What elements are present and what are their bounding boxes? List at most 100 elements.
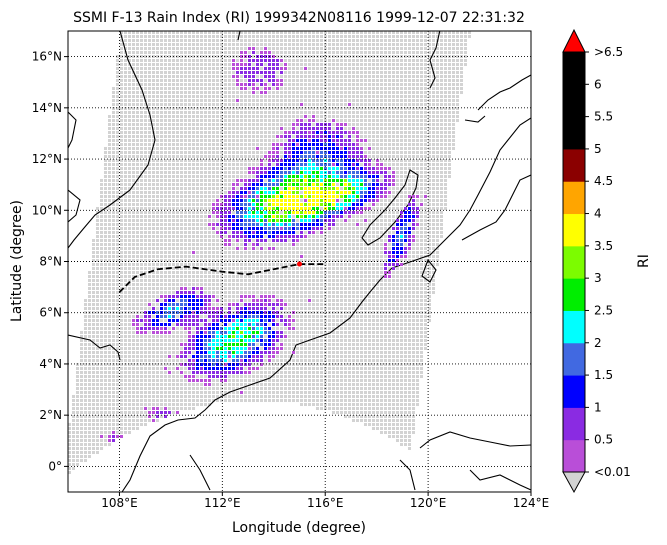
swath-pixel: [432, 31, 435, 34]
swath-pixel: [288, 119, 291, 122]
swath-pixel: [224, 191, 227, 194]
swath-pixel: [396, 151, 399, 154]
swath-pixel: [224, 47, 227, 50]
swath-pixel: [348, 123, 351, 126]
swath-pixel: [400, 187, 403, 190]
swath-pixel: [224, 255, 227, 258]
swath-pixel: [108, 131, 111, 134]
swath-pixel: [456, 119, 459, 122]
swath-pixel: [392, 75, 395, 78]
swath-pixel: [320, 115, 323, 118]
swath-pixel: [332, 95, 335, 98]
swath-pixel: [344, 115, 347, 118]
swath-pixel: [268, 103, 271, 106]
swath-pixel: [108, 163, 111, 166]
swath-pixel: [204, 147, 207, 150]
swath-pixel: [404, 139, 407, 142]
swath-pixel: [404, 115, 407, 118]
swath-pixel: [380, 99, 383, 102]
swath-pixel: [204, 115, 207, 118]
swath-pixel: [360, 119, 363, 122]
swath-pixel: [332, 231, 335, 234]
swath-pixel: [408, 187, 411, 190]
swath-pixel: [224, 187, 227, 190]
swath-pixel: [420, 239, 423, 242]
swath-pixel: [140, 43, 143, 46]
swath-pixel: [244, 115, 247, 118]
swath-pixel: [192, 135, 195, 138]
swath-pixel: [276, 123, 279, 126]
swath-pixel: [136, 99, 139, 102]
swath-pixel: [224, 87, 227, 90]
swath-pixel: [120, 155, 123, 158]
swath-pixel: [104, 167, 107, 170]
swath-pixel: [464, 59, 467, 62]
swath-pixel: [420, 147, 423, 150]
swath-pixel: [300, 75, 303, 78]
swath-pixel: [416, 199, 419, 202]
swath-pixel: [132, 103, 135, 106]
swath-pixel: [168, 91, 171, 94]
swath-pixel: [240, 43, 243, 46]
swath-pixel: [324, 103, 327, 106]
swath-pixel: [288, 39, 291, 42]
swath-pixel: [196, 219, 199, 222]
swath-pixel: [208, 219, 211, 222]
swath-pixel: [184, 235, 187, 238]
swath-pixel: [132, 43, 135, 46]
swath-pixel: [432, 207, 435, 210]
swath-pixel: [236, 111, 239, 114]
swath-pixel: [308, 71, 311, 74]
swath-pixel: [108, 119, 111, 122]
swath-pixel: [412, 147, 415, 150]
swath-pixel: [276, 251, 279, 254]
swath-pixel: [432, 215, 435, 218]
swath-pixel: [240, 139, 243, 142]
swath-pixel: [100, 243, 103, 246]
swath-pixel: [140, 131, 143, 134]
swath-pixel: [280, 43, 283, 46]
swath-pixel: [112, 143, 115, 146]
swath-pixel: [404, 147, 407, 150]
swath-pixel: [404, 83, 407, 86]
swath-pixel: [108, 259, 111, 262]
swath-pixel: [104, 231, 107, 234]
swath-pixel: [244, 39, 247, 42]
swath-pixel: [196, 143, 199, 146]
swath-pixel: [112, 191, 115, 194]
swath-pixel: [164, 195, 167, 198]
swath-pixel: [160, 83, 163, 86]
swath-pixel: [384, 163, 387, 166]
swath-pixel: [404, 31, 407, 34]
swath-pixel: [188, 231, 191, 234]
swath-pixel: [432, 111, 435, 114]
swath-pixel: [408, 223, 411, 226]
swath-pixel: [384, 147, 387, 150]
swath-pixel: [160, 219, 163, 222]
swath-pixel: [176, 127, 179, 130]
swath-pixel: [196, 223, 199, 226]
swath-pixel: [152, 235, 155, 238]
swath-pixel: [108, 155, 111, 158]
swath-pixel: [424, 99, 427, 102]
swath-pixel: [240, 123, 243, 126]
swath-pixel: [232, 91, 235, 94]
swath-pixel: [304, 43, 307, 46]
swath-pixel: [172, 75, 175, 78]
swath-pixel: [336, 35, 339, 38]
swath-pixel: [356, 87, 359, 90]
swath-pixel: [424, 39, 427, 42]
swath-pixel: [120, 215, 123, 218]
swath-pixel: [276, 255, 279, 258]
swath-pixel: [280, 87, 283, 90]
swath-pixel: [304, 87, 307, 90]
swath-pixel: [180, 239, 183, 242]
swath-pixel: [188, 107, 191, 110]
swath-pixel: [228, 167, 231, 170]
swath-pixel: [164, 243, 167, 246]
swath-pixel: [392, 71, 395, 74]
swath-pixel: [112, 159, 115, 162]
swath-pixel: [160, 39, 163, 42]
swath-pixel: [332, 107, 335, 110]
swath-pixel: [304, 107, 307, 110]
